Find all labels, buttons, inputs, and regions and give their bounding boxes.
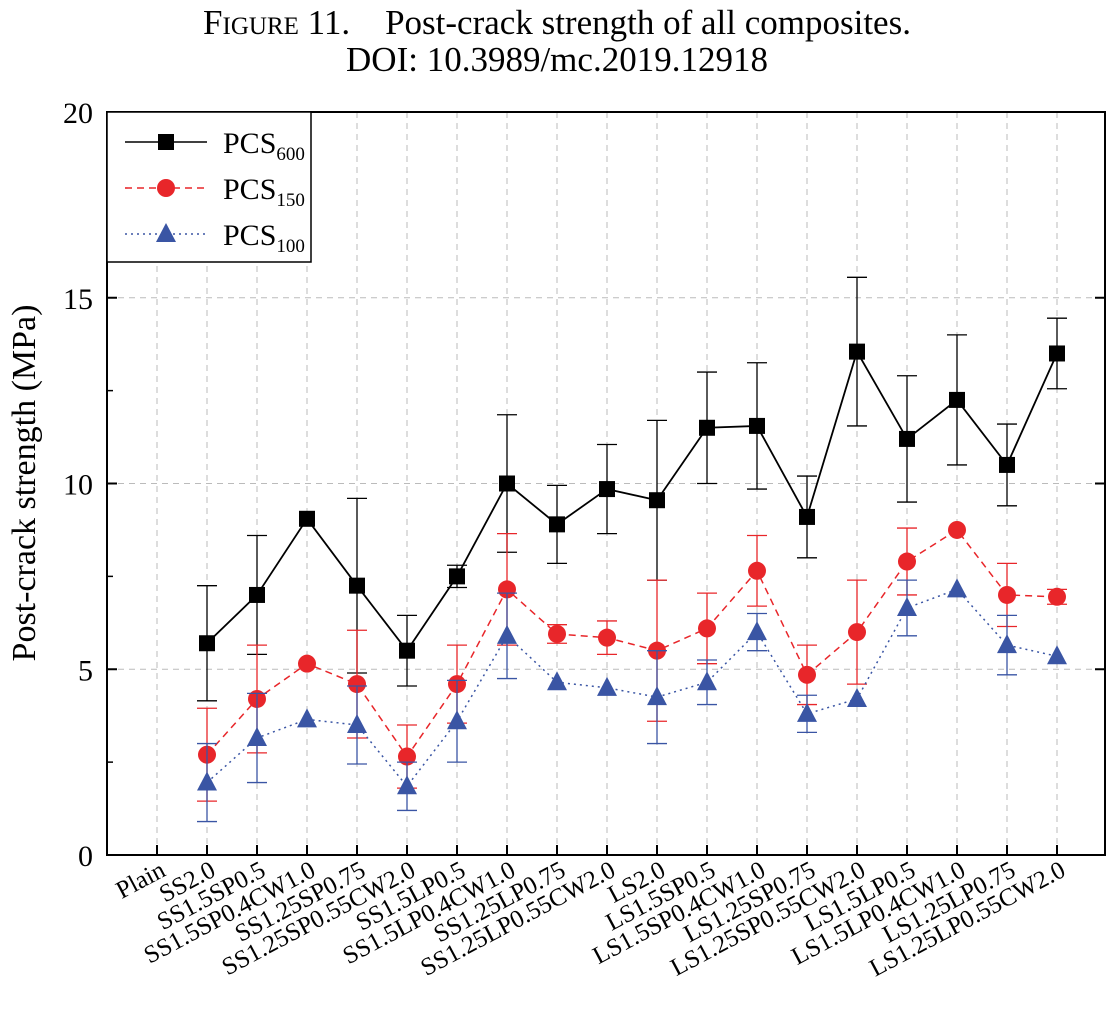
y-tick-label: 0 <box>78 840 93 873</box>
y-axis-label: Post-crack strength (MPa) <box>6 305 43 662</box>
data-point <box>999 456 1015 473</box>
data-point <box>748 561 766 580</box>
data-point <box>249 586 265 603</box>
data-point <box>948 520 966 539</box>
legend-marker <box>158 134 174 150</box>
data-point <box>899 430 915 447</box>
data-point <box>647 686 667 706</box>
data-point <box>649 492 665 509</box>
data-point <box>199 635 215 652</box>
data-point <box>898 552 916 571</box>
data-point <box>847 687 867 707</box>
data-point <box>699 419 715 436</box>
y-tick-label: 10 <box>63 469 93 502</box>
data-point <box>997 634 1017 654</box>
data-point <box>548 624 566 643</box>
data-point <box>497 624 517 644</box>
data-point <box>197 771 217 791</box>
legend-label: PCS600 <box>223 127 305 165</box>
data-point <box>1047 645 1067 665</box>
data-point <box>547 671 567 691</box>
data-point <box>1048 587 1066 606</box>
data-point <box>549 516 565 533</box>
data-point <box>399 642 415 659</box>
data-point <box>297 708 317 728</box>
data-point <box>347 713 367 733</box>
data-point <box>449 568 465 585</box>
series-layer <box>197 276 1067 823</box>
series-PCS100 <box>197 578 1067 823</box>
figure-doi: DOI: 10.3989/mc.2019.12918 <box>346 40 768 79</box>
legend-marker <box>157 179 175 197</box>
data-point <box>697 671 717 691</box>
data-point <box>499 475 515 492</box>
data-point <box>298 654 316 673</box>
series-line <box>206 588 1058 788</box>
data-point <box>598 628 616 647</box>
y-tick-label: 5 <box>78 654 93 687</box>
legend-box <box>106 111 312 263</box>
data-point <box>348 675 366 694</box>
data-point <box>349 577 365 594</box>
data-point <box>849 343 865 360</box>
data-point <box>798 665 816 684</box>
series-PCS600 <box>197 276 1067 702</box>
data-point <box>799 508 815 525</box>
data-point <box>897 596 917 616</box>
data-point <box>698 619 716 638</box>
data-point <box>749 417 765 434</box>
data-point <box>998 585 1016 604</box>
data-point <box>1049 345 1065 362</box>
legend-marker <box>156 223 176 242</box>
series-line <box>206 528 1058 758</box>
figure-label: Figure 11. <box>203 3 351 42</box>
series-line <box>206 349 1058 653</box>
y-tick-label: 20 <box>63 97 93 130</box>
data-point <box>848 623 866 642</box>
data-point <box>949 391 965 408</box>
data-point <box>247 726 267 746</box>
data-point <box>747 621 767 641</box>
data-point <box>498 580 516 599</box>
y-tick-label: 15 <box>63 283 93 316</box>
data-point <box>947 578 967 598</box>
data-point <box>597 676 617 696</box>
data-point <box>397 775 417 795</box>
data-point <box>797 702 817 722</box>
data-point <box>398 747 416 766</box>
data-point <box>299 510 315 527</box>
series-PCS150 <box>197 520 1067 802</box>
figure-caption: Post-crack strength of all composites. <box>385 3 911 42</box>
data-point <box>447 710 467 730</box>
data-point <box>599 481 615 498</box>
figure-caption-line-1: Figure 11. Post-crack strength of all co… <box>0 5 1114 40</box>
